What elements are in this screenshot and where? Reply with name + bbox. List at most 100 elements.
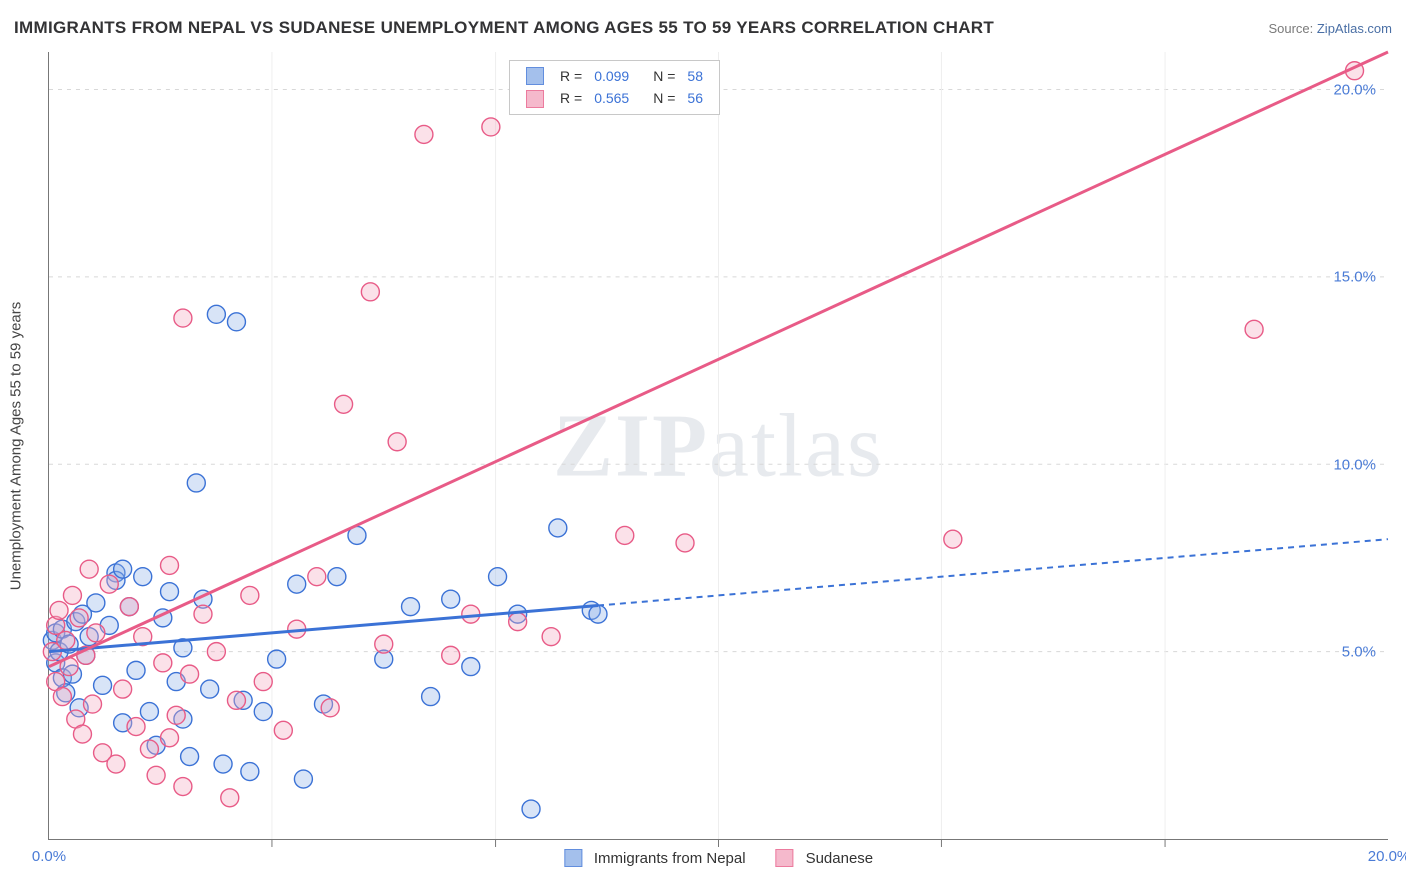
data-point [87, 594, 105, 612]
legend-item-nepal: Immigrants from Nepal [564, 849, 746, 867]
data-point [462, 658, 480, 676]
data-point [335, 395, 353, 413]
data-point [1245, 320, 1263, 338]
data-point [442, 646, 460, 664]
data-point [114, 680, 132, 698]
correlation-legend: R = 0.099 N = 58 R = 0.565 N = 56 [509, 60, 720, 115]
data-point [207, 643, 225, 661]
legend-r-value-nepal: 0.099 [588, 65, 635, 87]
series-legend: Immigrants from Nepal Sudanese [564, 849, 873, 867]
data-point [241, 763, 259, 781]
data-point [268, 650, 286, 668]
data-point [84, 695, 102, 713]
data-point [676, 534, 694, 552]
data-point [616, 526, 634, 544]
data-point [161, 556, 179, 574]
legend-r-value-sudanese: 0.565 [588, 87, 635, 109]
data-point [542, 628, 560, 646]
legend-label-nepal: Immigrants from Nepal [594, 850, 746, 867]
data-point [482, 118, 500, 136]
data-point [127, 661, 145, 679]
data-point [194, 605, 212, 623]
data-point [161, 583, 179, 601]
data-point [201, 680, 219, 698]
data-point [174, 309, 192, 327]
data-point [288, 575, 306, 593]
data-point [415, 125, 433, 143]
data-point [462, 605, 480, 623]
data-point [53, 688, 71, 706]
data-point [227, 313, 245, 331]
data-point [589, 605, 607, 623]
data-point [181, 665, 199, 683]
chart-title: IMMIGRANTS FROM NEPAL VS SUDANESE UNEMPL… [14, 18, 994, 38]
data-point [134, 568, 152, 586]
data-point [70, 609, 88, 627]
x-tick-label: 20.0% [1368, 848, 1406, 865]
legend-swatch-nepal [526, 67, 544, 85]
legend-swatch-nepal-bottom [564, 849, 582, 867]
data-point [50, 601, 68, 619]
legend-swatch-sudanese-bottom [776, 849, 794, 867]
data-point [94, 676, 112, 694]
data-point [308, 568, 326, 586]
data-point [489, 568, 507, 586]
y-tick-label: 20.0% [1333, 81, 1376, 98]
data-point [227, 691, 245, 709]
y-axis-label: Unemployment Among Ages 55 to 59 years [8, 302, 25, 591]
data-point [221, 789, 239, 807]
legend-n-label: N = [647, 87, 681, 109]
x-tick-label: 0.0% [32, 848, 66, 865]
data-point [328, 568, 346, 586]
data-point [87, 624, 105, 642]
data-point [174, 778, 192, 796]
data-point [375, 635, 393, 653]
data-point [294, 770, 312, 788]
data-point [388, 433, 406, 451]
chart-plot-area: ZIPatlas R = 0.099 N = 58 R = 0.565 N = … [48, 52, 1388, 840]
data-point [57, 631, 75, 649]
data-point [114, 560, 132, 578]
source-prefix: Source: [1268, 21, 1316, 36]
data-point [214, 755, 232, 773]
legend-swatch-sudanese [526, 90, 544, 108]
source-attribution: Source: ZipAtlas.com [1268, 21, 1392, 36]
y-tick-label: 5.0% [1342, 644, 1376, 661]
data-point [167, 706, 185, 724]
data-point [241, 586, 259, 604]
data-point [147, 766, 165, 784]
legend-item-sudanese: Sudanese [776, 849, 874, 867]
legend-r-label: R = [554, 87, 588, 109]
data-point [522, 800, 540, 818]
y-tick-label: 10.0% [1333, 456, 1376, 473]
legend-n-value-sudanese: 56 [681, 87, 709, 109]
source-link[interactable]: ZipAtlas.com [1317, 21, 1392, 36]
data-point [161, 729, 179, 747]
data-point [361, 283, 379, 301]
data-point [509, 613, 527, 631]
data-point [73, 725, 91, 743]
legend-row-nepal: R = 0.099 N = 58 [520, 65, 709, 87]
data-point [402, 598, 420, 616]
data-point [120, 598, 138, 616]
data-point [100, 575, 118, 593]
data-point [154, 654, 172, 672]
legend-n-label: N = [647, 65, 681, 87]
legend-label-sudanese: Sudanese [806, 850, 874, 867]
scatter-plot-svg [49, 52, 1388, 839]
y-tick-label: 15.0% [1333, 269, 1376, 286]
data-point [944, 530, 962, 548]
trend-line-extrapolated [598, 539, 1388, 605]
legend-n-value-nepal: 58 [681, 65, 709, 87]
data-point [107, 755, 125, 773]
data-point [127, 718, 145, 736]
data-point [207, 305, 225, 323]
data-point [181, 748, 199, 766]
data-point [187, 474, 205, 492]
data-point [549, 519, 567, 537]
data-point [140, 740, 158, 758]
data-point [321, 699, 339, 717]
legend-r-label: R = [554, 65, 588, 87]
data-point [254, 703, 272, 721]
data-point [274, 721, 292, 739]
